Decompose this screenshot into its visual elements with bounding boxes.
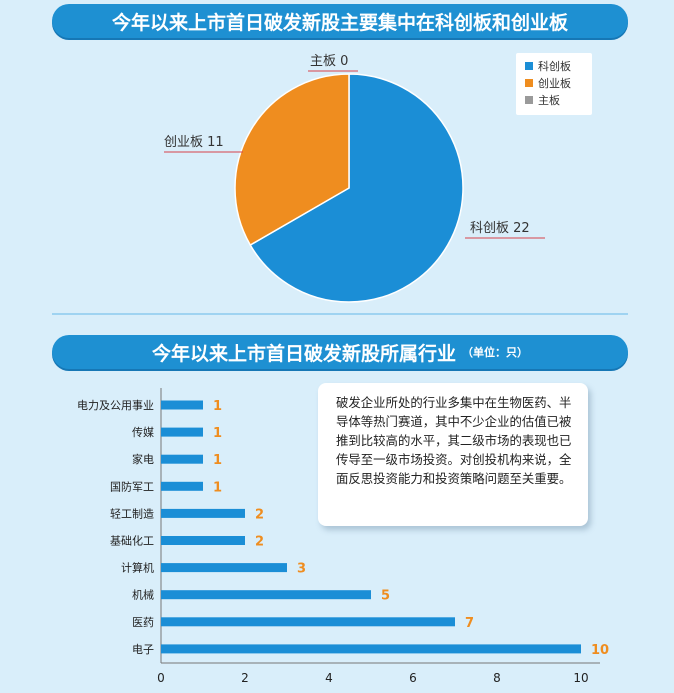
bar-value-label-7: 3: [297, 562, 306, 577]
bar-4: [161, 481, 203, 491]
industry-note-callout: 破发企业所处的行业多集中在生物医药、半导体等热门赛道，其中不少企业的估值已被推到…: [318, 383, 588, 526]
bar-category-label-9: 医药: [132, 616, 154, 629]
bar-10: [161, 644, 581, 654]
pie-legend-label-3: 主板: [538, 93, 560, 107]
bar-chart-unit-note: （单位：只）: [462, 346, 528, 359]
bar-category-label-2: 传媒: [132, 426, 154, 439]
bar-chart-title: 今年以来上市首日破发新股所属行业: [151, 342, 456, 365]
bar-5: [161, 508, 245, 518]
pie-legend-label-1: 科创板: [538, 59, 571, 73]
bar-2: [161, 427, 203, 437]
bar-category-label-6: 基础化工: [110, 534, 154, 548]
bar-x-tick-label-3: 4: [325, 671, 333, 685]
bar-value-label-10: 10: [591, 643, 609, 658]
section-divider: [52, 313, 628, 315]
bar-category-label-5: 轻工制造: [110, 506, 154, 520]
pie-label-1: 科创板 22: [470, 221, 530, 236]
pie-legend-swatch-3: [525, 96, 533, 104]
bar-7: [161, 563, 287, 573]
bar-x-tick-label-6: 10: [573, 671, 588, 685]
bar-9: [161, 617, 455, 627]
bar-8: [161, 590, 371, 600]
bar-value-label-3: 1: [213, 453, 222, 468]
bar-category-label-4: 国防军工: [110, 479, 154, 493]
bar-value-label-4: 1: [213, 480, 222, 495]
pie-legend-label-2: 创业板: [538, 76, 571, 90]
bar-6: [161, 536, 245, 545]
pie-slice-2: [234, 73, 350, 247]
pie-legend-swatch-2: [525, 79, 533, 87]
pie-label-2: 创业板 11: [164, 135, 224, 150]
bar-category-label-1: 电力及公用事业: [77, 399, 154, 412]
bar-value-label-6: 2: [255, 535, 264, 550]
bar-x-tick-label-4: 6: [409, 671, 417, 685]
bar-chart-title-banner: 今年以来上市首日破发新股所属行业 （单位：只）: [52, 335, 628, 369]
bar-category-label-10: 电子: [132, 643, 154, 656]
bar-x-tick-label-5: 8: [493, 671, 501, 685]
bar-x-tick-label-1: 0: [157, 671, 165, 685]
bar-value-label-9: 7: [465, 616, 474, 631]
bar-value-label-5: 2: [255, 507, 264, 522]
bar-value-label-8: 5: [381, 589, 390, 604]
pie-legend-box: [516, 53, 592, 115]
pie-legend-swatch-1: [525, 62, 533, 70]
bar-3: [161, 454, 203, 464]
bar-value-label-2: 1: [213, 426, 222, 441]
bar-category-label-3: 家电: [132, 452, 154, 466]
bar-value-label-1: 1: [213, 399, 222, 414]
bar-x-tick-label-2: 2: [241, 671, 249, 685]
pie-slice-1: [249, 73, 464, 303]
bar-category-label-7: 计算机: [121, 561, 154, 575]
pie-label-3: 主板 0: [310, 54, 348, 69]
pie-chart-title: 今年以来上市首日破发新股主要集中在科创板和创业板: [111, 11, 568, 34]
pie-chart-title-banner: 今年以来上市首日破发新股主要集中在科创板和创业板: [52, 4, 628, 38]
industry-note-text: 破发企业所处的行业多集中在生物医药、半导体等热门赛道，其中不少企业的估值已被推到…: [336, 395, 572, 486]
bar-1: [161, 400, 203, 410]
bar-category-label-8: 机械: [132, 588, 154, 602]
